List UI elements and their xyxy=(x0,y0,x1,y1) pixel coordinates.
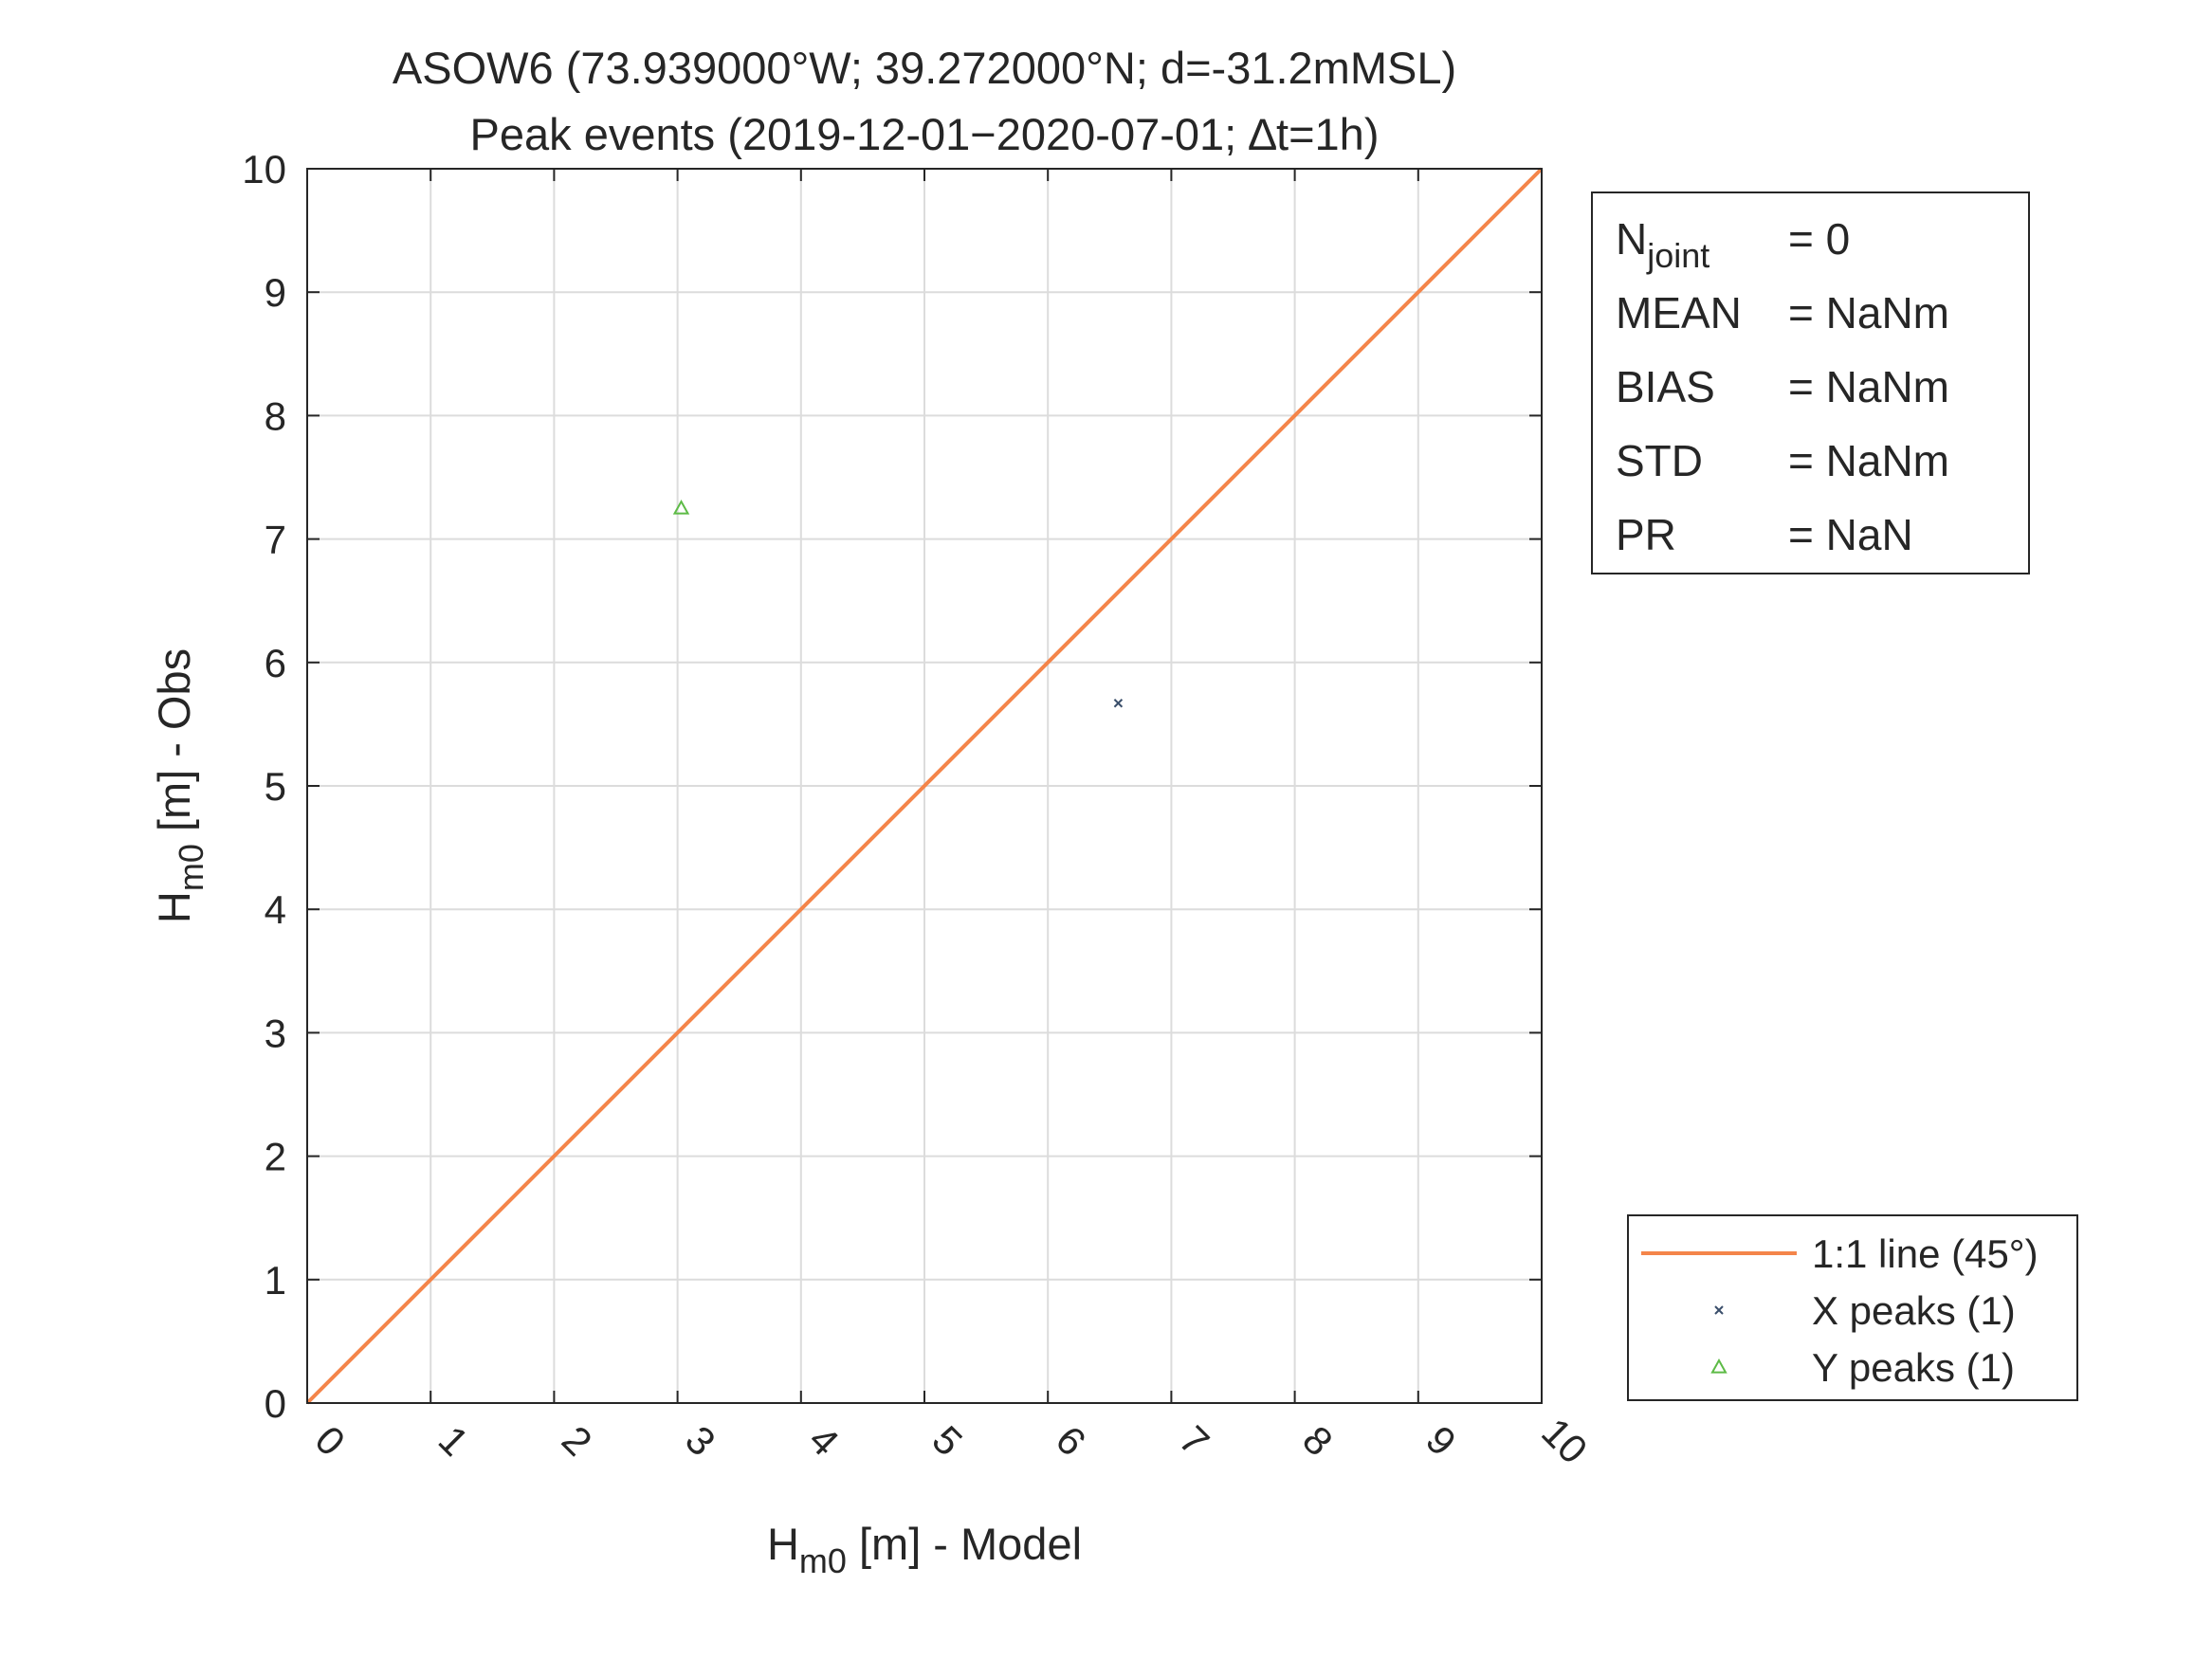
data-series xyxy=(305,167,1544,1405)
y-tick-label: 4 xyxy=(265,887,286,932)
y-peak-point xyxy=(672,499,690,515)
y-tick-label: 10 xyxy=(242,147,286,191)
legend-x-marker-stroke xyxy=(1714,1305,1724,1315)
x-tick-label: 1 xyxy=(430,1417,478,1465)
stat-label-main: N xyxy=(1616,214,1647,264)
y-tick-label: 0 xyxy=(265,1381,286,1426)
stat-value: = NaN xyxy=(1788,510,1913,559)
stat-label-main: STD xyxy=(1616,436,1703,485)
y-tick-label: 5 xyxy=(265,764,286,809)
x-tick-label: 6 xyxy=(1048,1417,1095,1465)
stat-label-main: BIAS xyxy=(1616,362,1715,411)
stat-label-main: PR xyxy=(1616,510,1676,559)
stat-value: = 0 xyxy=(1788,214,1850,264)
x-tick-label: 7 xyxy=(1171,1417,1218,1465)
x-tick-label: 5 xyxy=(923,1417,971,1465)
x-axis-label: Hm0 [m] - Model xyxy=(767,1519,1082,1580)
legend-entry-label: 1:1 line (45°) xyxy=(1812,1231,2038,1276)
legend-entry-label: X peaks (1) xyxy=(1812,1288,2016,1333)
stat-label-main: MEAN xyxy=(1616,288,1742,337)
chart-title-line1: ASOW6 (73.939000°W; 39.272000°N; d=-31.2… xyxy=(393,43,1456,93)
stat-value: = NaNm xyxy=(1788,436,1949,485)
x-tick-label: 0 xyxy=(306,1417,354,1465)
legend: 1:1 line (45°) X peaks (1) Y peaks (1) xyxy=(1641,1231,2038,1390)
x-tick-label: 4 xyxy=(800,1417,848,1465)
stats-box xyxy=(1591,191,2030,574)
stat-value: = NaNm xyxy=(1788,362,1949,411)
legend-entry-label: Y peaks (1) xyxy=(1812,1345,2015,1390)
legend-x-marker xyxy=(1714,1305,1724,1315)
y-tick-label: 7 xyxy=(265,518,286,562)
x-tick-label: 9 xyxy=(1417,1417,1465,1465)
y-tick-label: 3 xyxy=(265,1011,286,1055)
legend-box xyxy=(1627,1214,2078,1401)
x-tick-label: 2 xyxy=(554,1417,601,1465)
stat-label: PR xyxy=(1616,510,1676,559)
x-tick-label: 10 xyxy=(1533,1410,1596,1472)
y-tick-label: 1 xyxy=(265,1258,286,1303)
x-tick-label: 3 xyxy=(677,1417,724,1465)
chart-title-line2: Peak events (2019-12-01−2020-07-01; ∆t=1… xyxy=(470,109,1380,159)
y-axis-label: Hm0 [m] - Obs xyxy=(149,648,210,923)
stat-label: Njoint xyxy=(1616,214,1709,275)
stat-label-sub: joint xyxy=(1646,236,1709,275)
x-peak-point-stroke xyxy=(1113,699,1124,708)
stat-value: = NaNm xyxy=(1788,288,1949,337)
stat-label: BIAS xyxy=(1616,362,1715,411)
stat-label: STD xyxy=(1616,436,1703,485)
stats-table: Njoint = 0 MEAN = NaNm BIAS = NaNm STD = NaNm PR… xyxy=(1616,214,1949,559)
y-tick-label: 8 xyxy=(265,393,286,438)
legend-triangle-marker xyxy=(1710,1358,1728,1374)
stat-label: MEAN xyxy=(1616,288,1742,337)
x-peak-point xyxy=(1113,699,1124,708)
one-to-one-line xyxy=(305,167,1544,1405)
y-tick-label: 2 xyxy=(265,1135,286,1179)
x-tick-label: 8 xyxy=(1294,1417,1342,1465)
y-tick-label: 9 xyxy=(265,270,286,315)
y-tick-label: 6 xyxy=(265,641,286,685)
